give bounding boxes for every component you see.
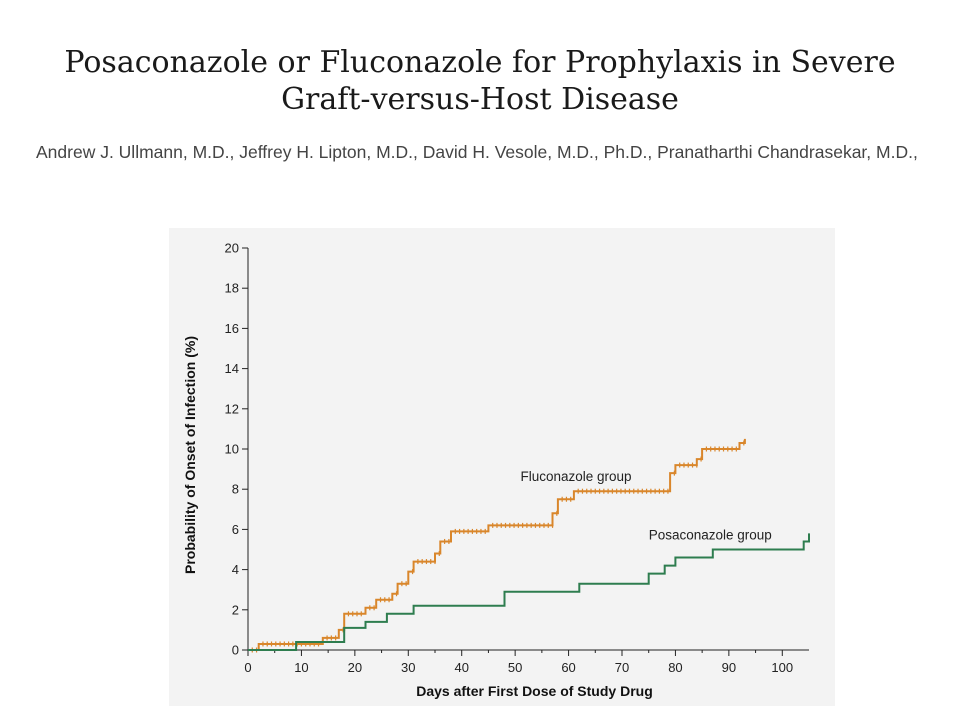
title-line-1: Posaconazole or Fluconazole for Prophyla… [64, 45, 896, 80]
series-label-fluconazole: Fluconazole group [520, 469, 631, 484]
y-tick-label: 6 [232, 522, 239, 537]
x-tick-label: 0 [244, 660, 251, 675]
series-label-posaconazole: Posaconazole group [649, 527, 772, 542]
x-tick-label: 80 [668, 660, 682, 675]
x-tick-label: 40 [454, 660, 468, 675]
y-tick-label: 8 [232, 482, 239, 497]
x-tick-label: 100 [771, 660, 793, 675]
x-tick-label: 70 [615, 660, 629, 675]
x-tick-label: 90 [722, 660, 736, 675]
y-tick-label: 2 [232, 602, 239, 617]
series-line-fluconazole [248, 438, 746, 651]
y-axis-title: Probability of Onset of Infection (%) [182, 336, 198, 574]
y-tick-label: 16 [225, 321, 239, 336]
y-tick-label: 18 [225, 281, 239, 296]
paper-title: Posaconazole or Fluconazole for Prophyla… [0, 44, 960, 118]
chart-series-layer [248, 438, 810, 653]
x-tick-label: 30 [401, 660, 415, 675]
series-line-posaconazole [248, 533, 810, 651]
x-tick-label: 20 [348, 660, 362, 675]
y-tick-label: 10 [225, 442, 239, 457]
y-tick-label: 20 [225, 241, 239, 256]
y-tick-label: 0 [232, 643, 239, 658]
survival-chart-figure: 0 2 4 6 8 10 12 14 16 18 20 0 10 20 30 40 50 60 70 80 90 100 … [169, 228, 835, 706]
title-line-2: Graft-versus-Host Disease [281, 82, 679, 117]
y-tick-label: 4 [232, 562, 239, 577]
x-tick-label: 60 [561, 660, 575, 675]
author-list: Andrew J. Ullmann, M.D., Jeffrey H. Lipt… [36, 142, 918, 162]
chart-axes: 0 2 4 6 8 10 12 14 16 18 20 0 10 20 30 40 50 60 70 80 90 100 [225, 241, 809, 675]
x-tick-label: 50 [508, 660, 522, 675]
x-axis-title: Days after First Dose of Study Drug [416, 683, 653, 699]
y-tick-label: 12 [225, 401, 239, 416]
y-tick-label: 14 [225, 361, 239, 376]
x-tick-label: 10 [294, 660, 308, 675]
